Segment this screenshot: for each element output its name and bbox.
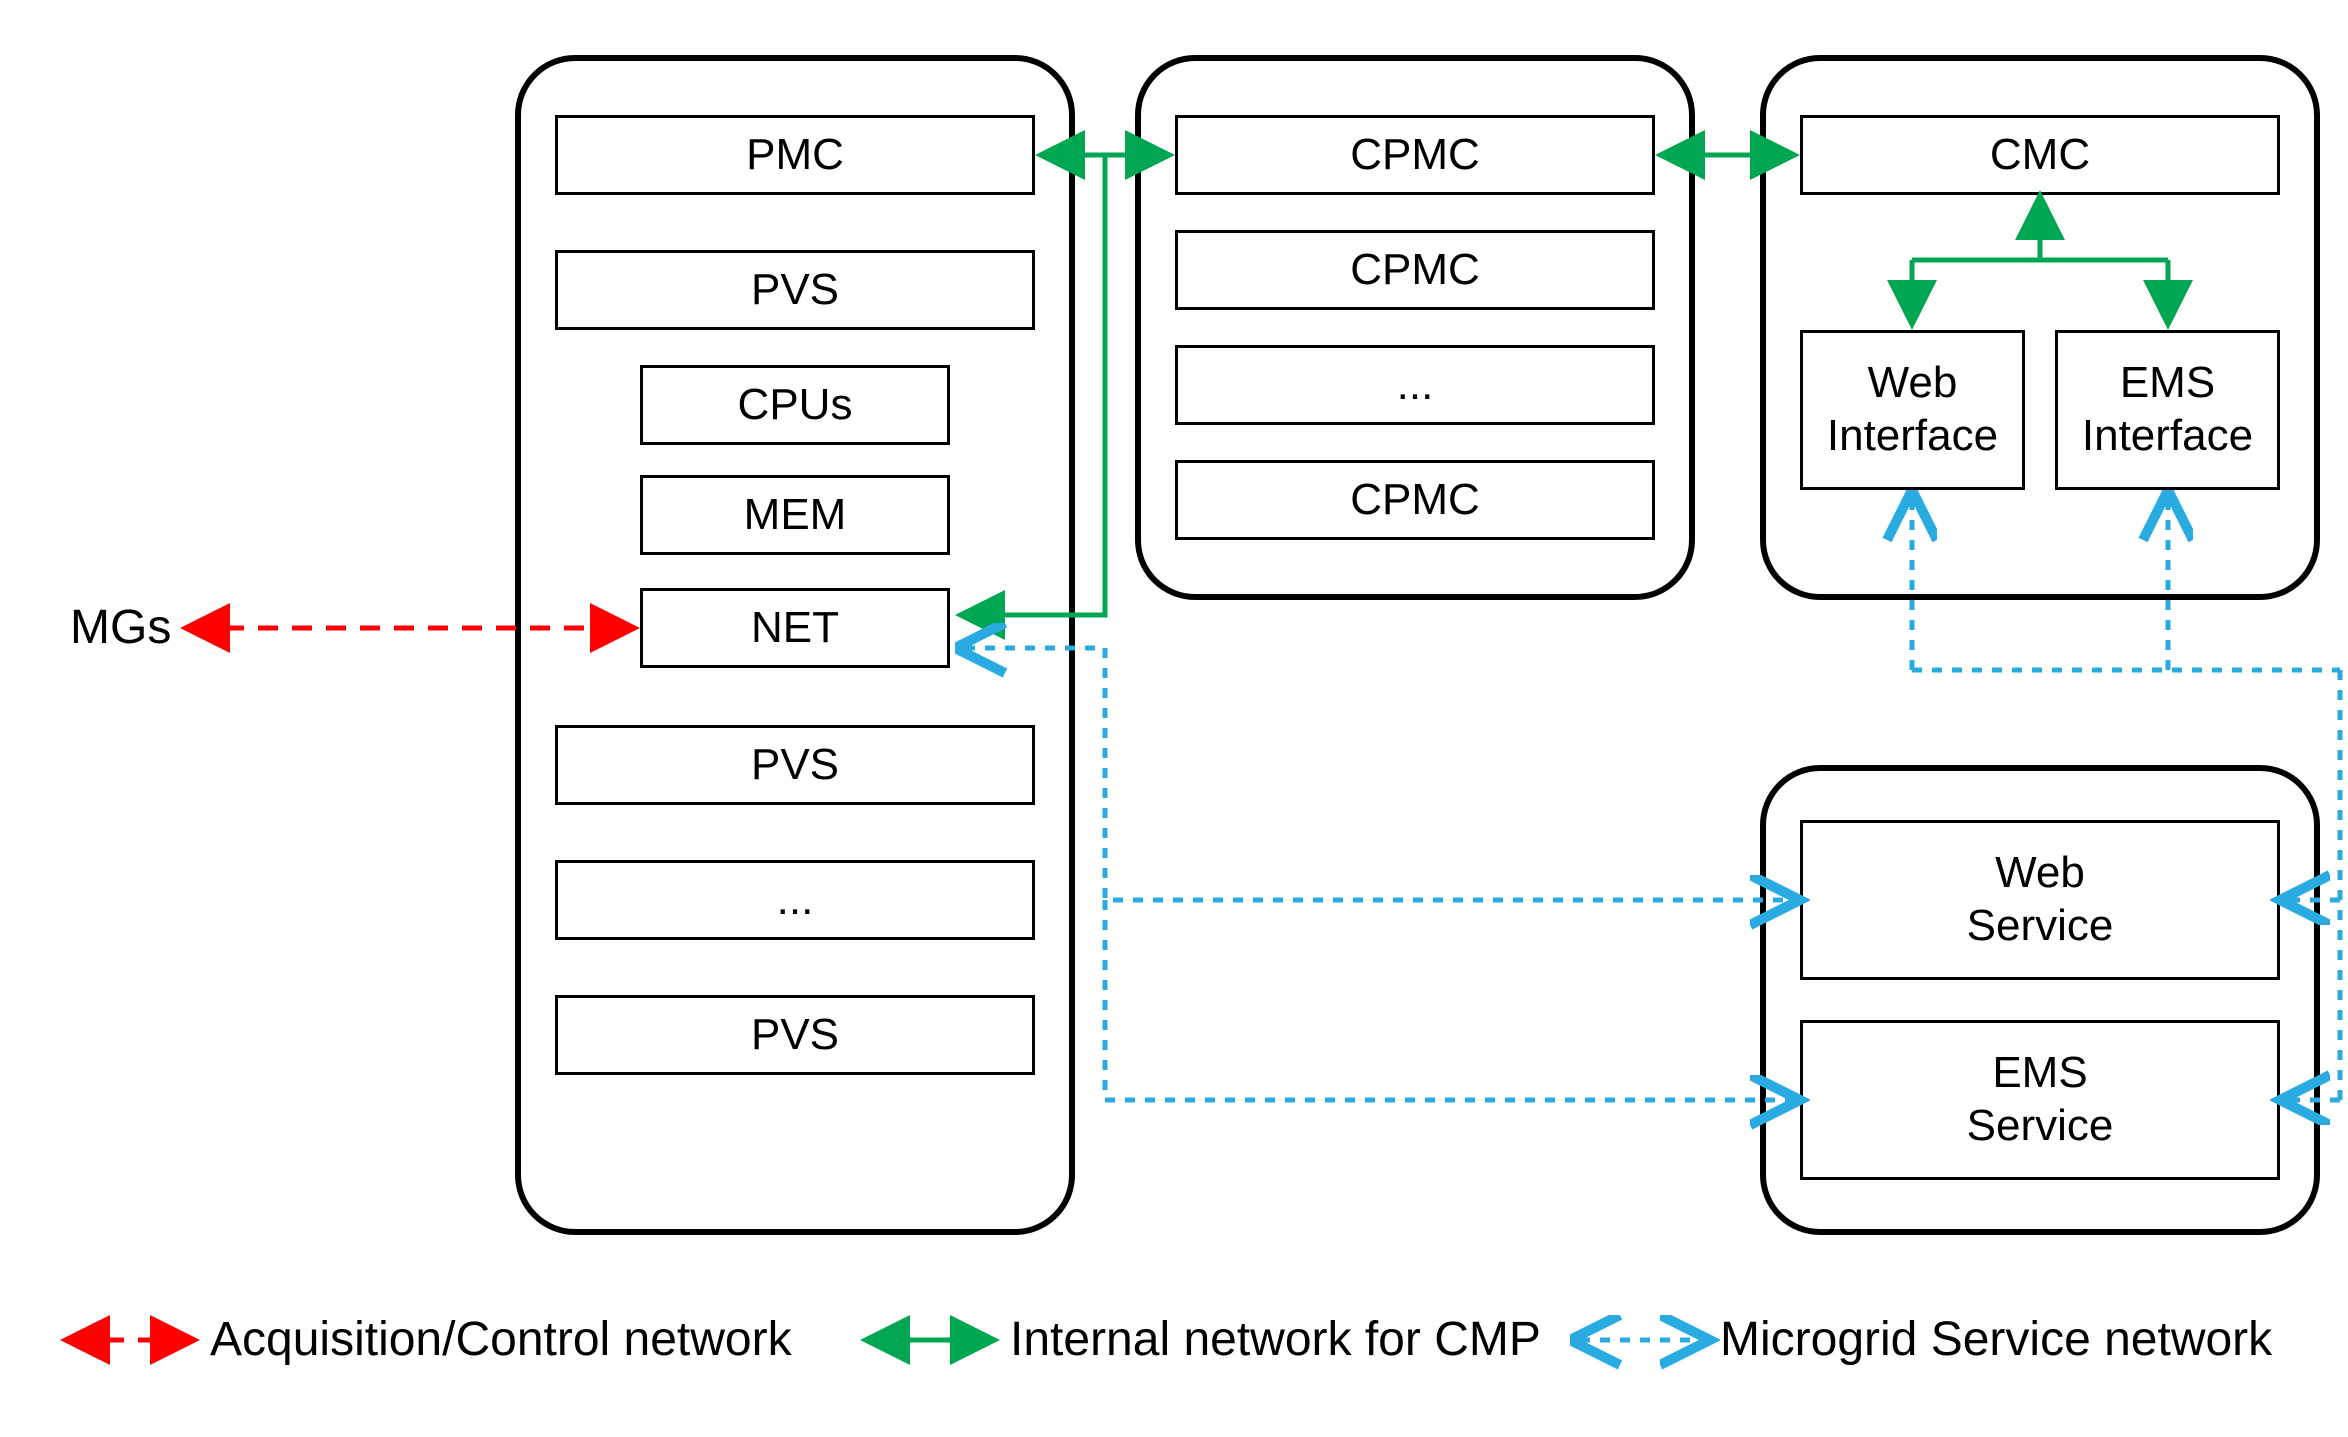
box-label: CPMC bbox=[1350, 244, 1480, 297]
box-dots1: ... bbox=[555, 860, 1035, 940]
box-label: CPMC bbox=[1350, 129, 1480, 182]
box-cpus: CPUs bbox=[640, 365, 950, 445]
box-label: CPUs bbox=[738, 379, 853, 432]
box-emssv: EMSService bbox=[1800, 1020, 2280, 1180]
legend-label-0: Acquisition/Control network bbox=[210, 1312, 792, 1367]
connector-blue_net_websv bbox=[965, 648, 1790, 900]
box-pvs1: PVS bbox=[555, 250, 1035, 330]
box-cpmc1: CPMC bbox=[1175, 115, 1655, 195]
box-label: WebInterface bbox=[1827, 357, 1998, 463]
box-label: PMC bbox=[746, 129, 844, 182]
connector-blue_net_emssv bbox=[1105, 900, 1790, 1100]
legend-label-1: Internal network for CMP bbox=[1010, 1312, 1541, 1367]
mgs-label: MGs bbox=[70, 600, 171, 655]
box-cpmc3: CPMC bbox=[1175, 460, 1655, 540]
box-label: ... bbox=[777, 874, 814, 927]
box-label: EMSInterface bbox=[2082, 357, 2253, 463]
box-label: MEM bbox=[744, 489, 847, 542]
box-mem: MEM bbox=[640, 475, 950, 555]
box-webif: WebInterface bbox=[1800, 330, 2025, 490]
box-cmc: CMC bbox=[1800, 115, 2280, 195]
box-label: WebService bbox=[1967, 847, 2114, 953]
box-label: PVS bbox=[751, 739, 839, 792]
box-net: NET bbox=[640, 588, 950, 668]
box-pmc: PMC bbox=[555, 115, 1035, 195]
box-label: CPMC bbox=[1350, 474, 1480, 527]
box-dots2: ... bbox=[1175, 345, 1655, 425]
box-label: NET bbox=[751, 602, 839, 655]
box-label: PVS bbox=[751, 264, 839, 317]
box-pvs2: PVS bbox=[555, 725, 1035, 805]
box-label: CMC bbox=[1990, 129, 2090, 182]
box-pvs3: PVS bbox=[555, 995, 1035, 1075]
box-label: EMSService bbox=[1967, 1047, 2114, 1153]
box-label: PVS bbox=[751, 1009, 839, 1062]
box-websv: WebService bbox=[1800, 820, 2280, 980]
box-cpmc2: CPMC bbox=[1175, 230, 1655, 310]
legend-label-2: Microgrid Service network bbox=[1720, 1312, 2272, 1367]
box-label: ... bbox=[1397, 359, 1434, 412]
box-emsif: EMSInterface bbox=[2055, 330, 2280, 490]
